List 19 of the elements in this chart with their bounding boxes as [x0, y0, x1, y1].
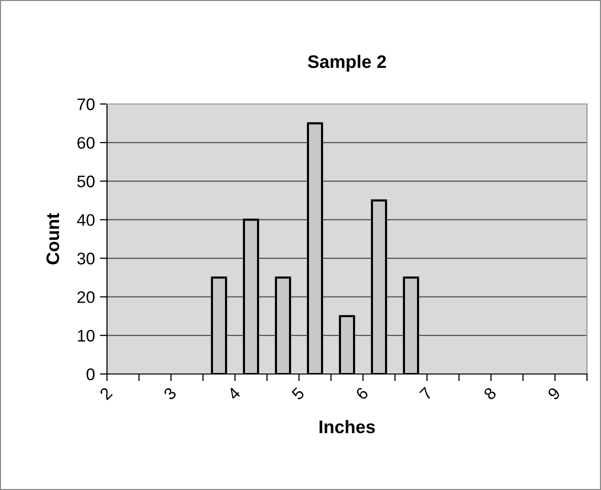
y-tick-label: 40	[77, 214, 95, 226]
y-tick-label: 30	[77, 252, 95, 264]
y-tick-label: 60	[78, 136, 95, 149]
y-tick-label: 20	[77, 291, 95, 304]
x-axis-title: Inches	[320, 420, 375, 434]
y-tick-label: 10	[78, 330, 95, 342]
x-tick-label: 5	[291, 386, 305, 401]
x-tick-label: 6	[355, 386, 369, 400]
x-tick-label: 4	[226, 386, 241, 401]
x-tick-label: 9	[547, 386, 561, 400]
chart-title: Sample 2	[308, 54, 386, 72]
x-tick-label: 2	[99, 386, 113, 400]
y-axis-title: Count	[46, 213, 60, 264]
y-tick-label: 0	[86, 368, 95, 380]
y-tick-label: 70	[78, 98, 95, 110]
x-tick-label: 7	[419, 386, 433, 400]
y-tick-label: 50	[77, 176, 95, 188]
x-tick-label: 8	[483, 386, 497, 401]
x-tick-label: 3	[162, 386, 177, 401]
